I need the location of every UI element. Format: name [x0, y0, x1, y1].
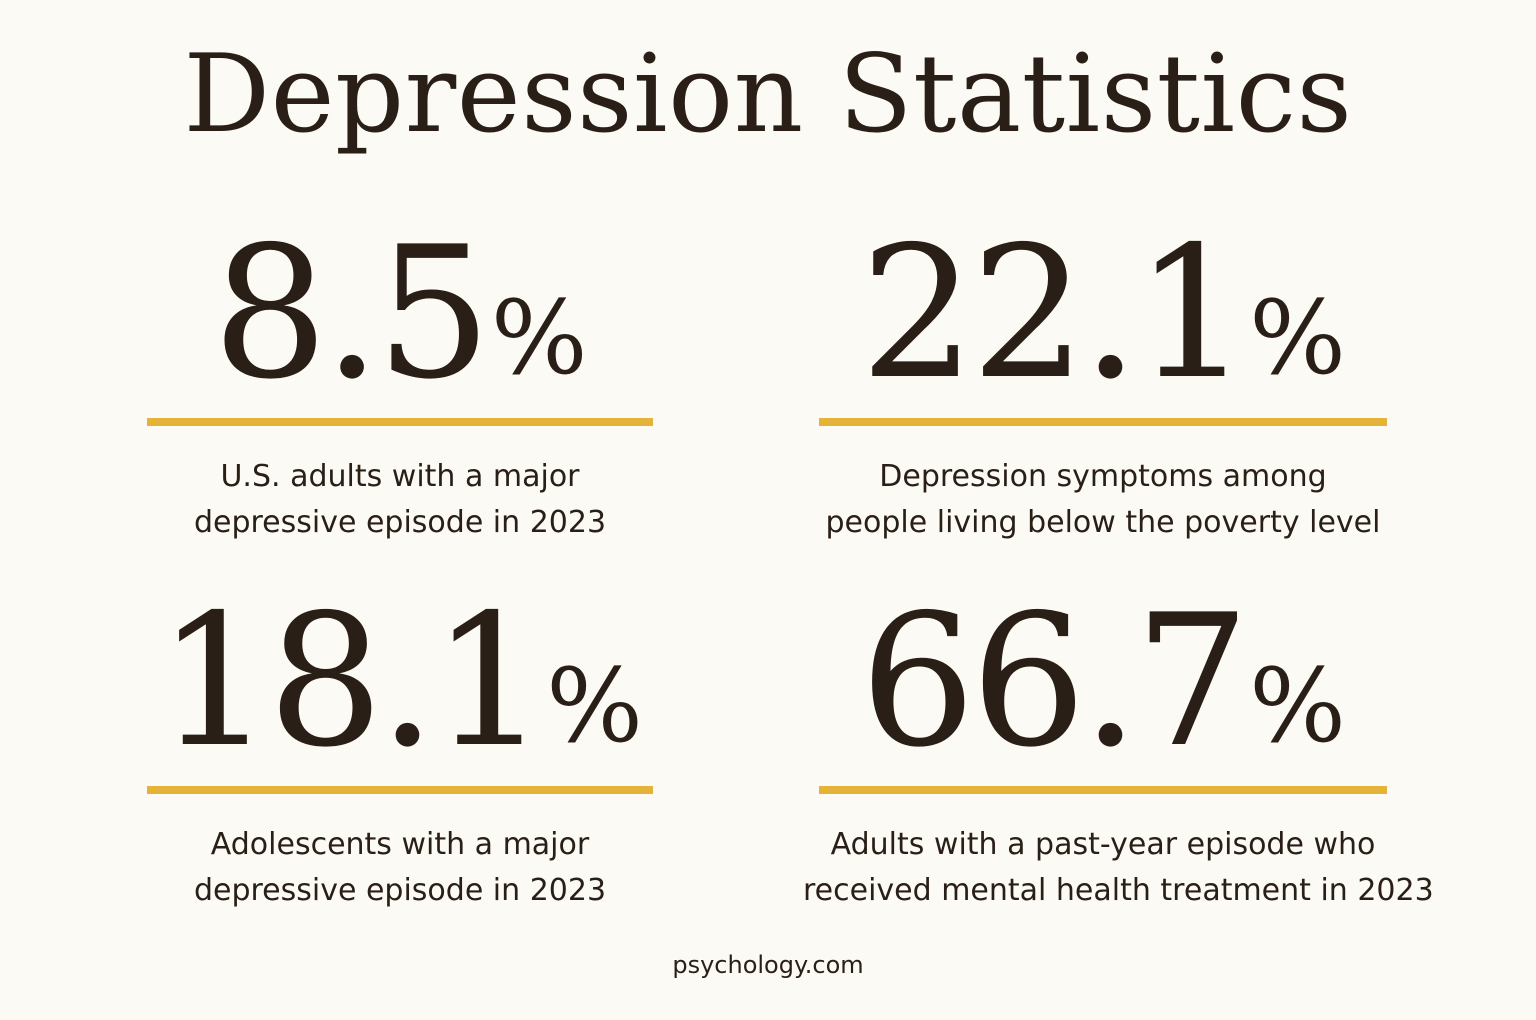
stat-value: 66.7 %: [803, 582, 1403, 772]
accent-divider: [819, 786, 1387, 794]
stat-unit: %: [1249, 279, 1347, 398]
stat-caption-line: Depression symptoms among: [879, 459, 1327, 494]
stat-unit: %: [490, 279, 588, 398]
footer-source: psychology.com: [672, 951, 864, 979]
stat-block: 8.5 % U.S. adults with a major depressiv…: [100, 214, 700, 546]
stat-block: 18.1 % Adolescents with a major depressi…: [100, 582, 700, 914]
stat-value: 18.1 %: [100, 582, 700, 772]
accent-divider: [147, 418, 653, 426]
stat-number: 8.5: [212, 207, 491, 419]
stat-caption: Depression symptoms among people living …: [803, 454, 1403, 546]
stat-unit: %: [546, 647, 644, 766]
stat-unit: %: [1249, 647, 1347, 766]
stat-number: 66.7: [859, 575, 1250, 787]
page-title: Depression Statistics: [183, 32, 1353, 157]
stat-block: 66.7 % Adults with a past-year episode w…: [803, 582, 1434, 914]
stat-caption-line: depressive episode in 2023: [193, 873, 607, 908]
stat-value: 22.1 %: [803, 214, 1403, 404]
stat-caption-line: U.S. adults with a major: [220, 459, 580, 494]
stat-caption-line: depressive episode in 2023: [193, 505, 607, 540]
stat-caption-line: received mental health treatment in 2023: [803, 873, 1434, 908]
stat-caption: Adults with a past-year episode who rece…: [803, 822, 1434, 914]
stat-caption-line: Adults with a past-year episode who: [830, 827, 1376, 862]
stat-block: 22.1 % Depression symptoms among people …: [803, 214, 1403, 546]
stat-caption-line: people living below the poverty level: [825, 505, 1381, 540]
stat-value: 8.5 %: [100, 214, 700, 404]
accent-divider: [147, 786, 653, 794]
stat-caption-line: Adolescents with a major: [210, 827, 590, 862]
stat-number: 18.1: [156, 575, 547, 787]
stat-number: 22.1: [859, 207, 1250, 419]
stat-caption: U.S. adults with a major depressive epis…: [100, 454, 700, 546]
accent-divider: [819, 418, 1387, 426]
stat-caption: Adolescents with a major depressive epis…: [100, 822, 700, 914]
